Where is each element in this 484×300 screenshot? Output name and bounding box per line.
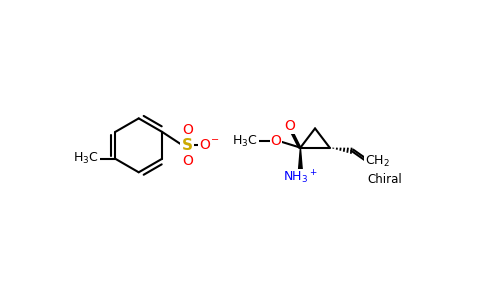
Text: O: O [271, 134, 281, 148]
Text: Chiral: Chiral [368, 173, 403, 187]
Text: NH$_3$$^+$: NH$_3$$^+$ [283, 169, 318, 186]
Text: S: S [182, 138, 193, 153]
Text: O: O [284, 119, 295, 133]
Text: O: O [182, 154, 193, 168]
Text: H$_3$C: H$_3$C [74, 151, 99, 166]
Text: CH$_2$: CH$_2$ [365, 154, 390, 169]
Text: H$_3$C: H$_3$C [232, 134, 258, 149]
Text: O: O [182, 123, 193, 137]
Text: O$^{-}$: O$^{-}$ [199, 138, 219, 152]
Polygon shape [299, 148, 302, 171]
